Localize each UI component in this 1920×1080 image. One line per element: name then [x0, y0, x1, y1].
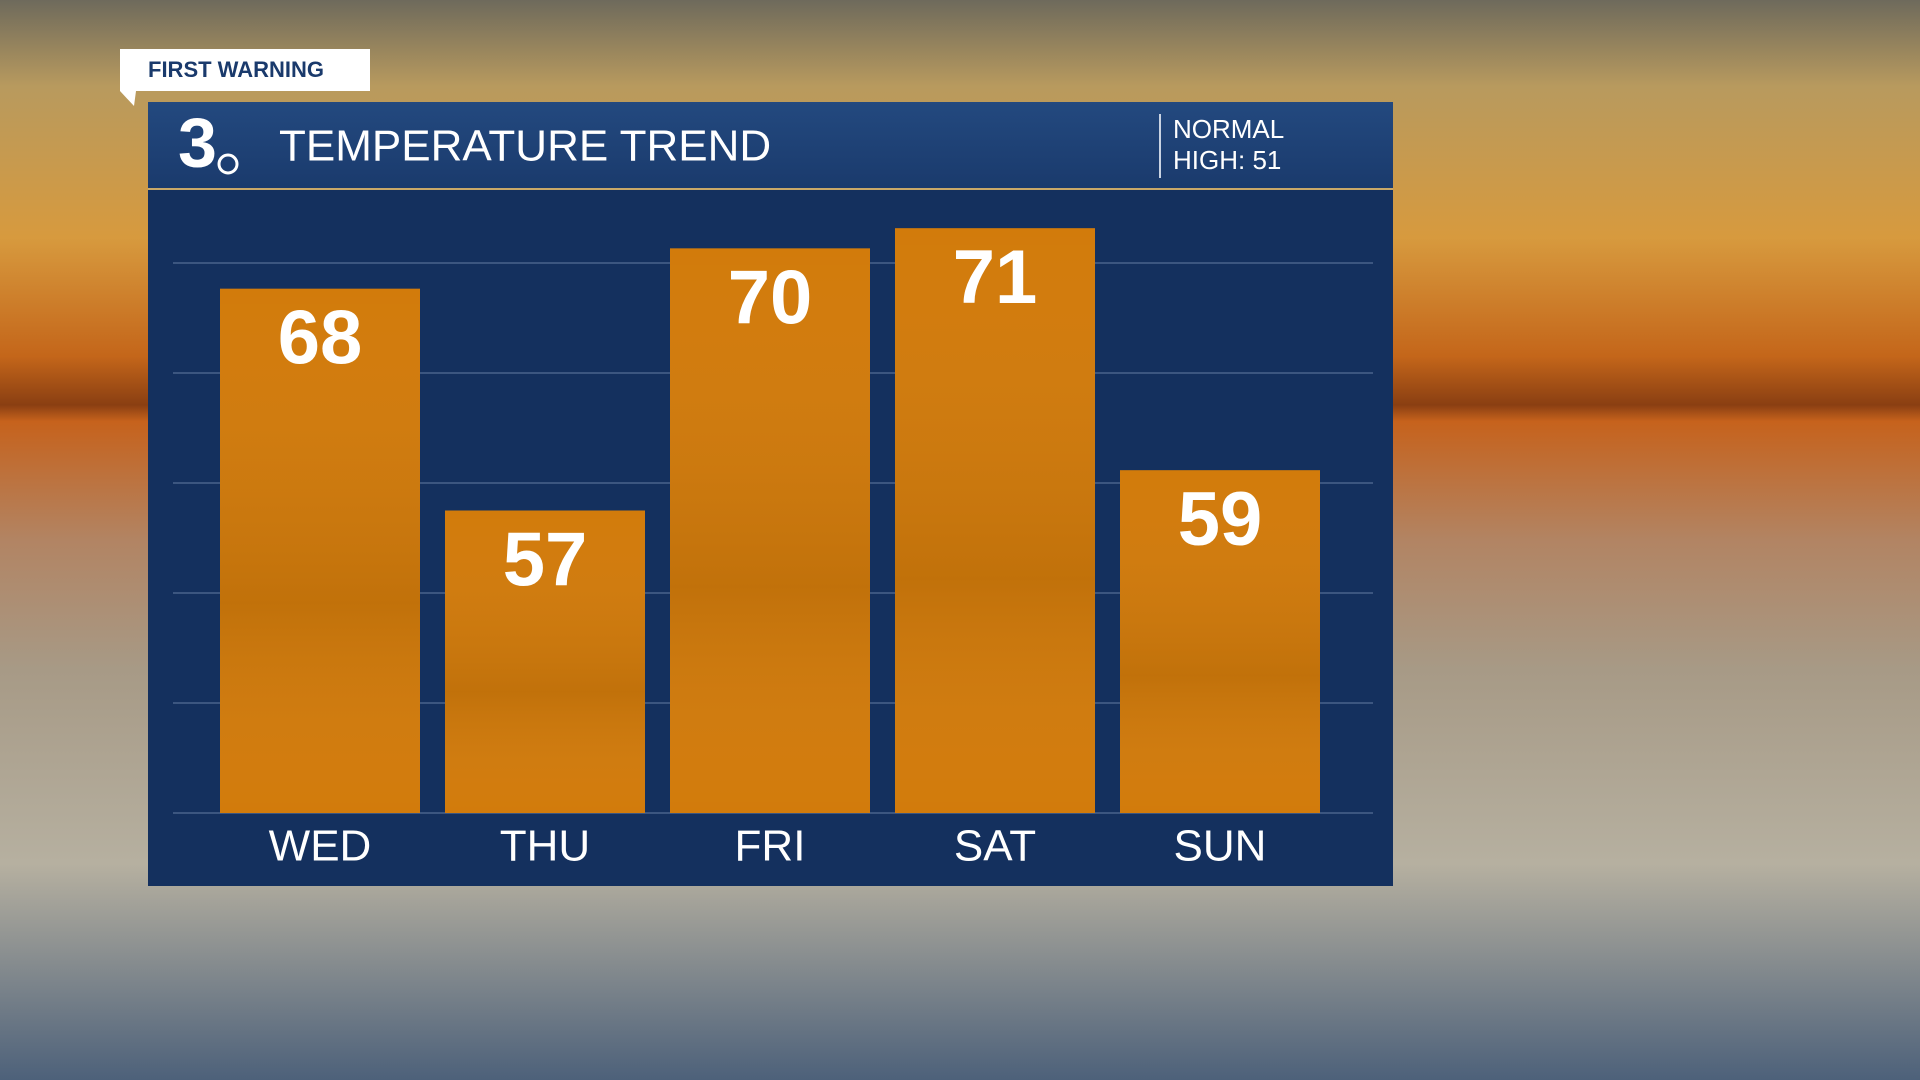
value-label: 57	[503, 518, 588, 603]
bar-shade	[445, 510, 645, 813]
x-tick-label: SAT	[954, 822, 1036, 871]
bar-shade	[670, 248, 870, 814]
x-tick-label: WED	[269, 822, 372, 871]
value-label: 59	[1178, 477, 1263, 562]
normal-value: HIGH: 51	[1173, 145, 1281, 175]
bar-shade	[220, 288, 420, 814]
header-band	[148, 102, 1393, 190]
bar-shade	[895, 228, 1095, 813]
logo-eye	[217, 153, 239, 175]
value-label: 70	[728, 255, 813, 340]
tag-text: FIRST WARNING	[148, 57, 324, 82]
tag-box	[120, 49, 370, 106]
chart-title: TEMPERATURE TREND	[279, 122, 771, 171]
bar-shade	[1120, 470, 1320, 813]
normal-label: NORMAL	[1173, 114, 1284, 144]
x-tick-label: FRI	[735, 822, 806, 871]
x-tick-label: SUN	[1174, 822, 1267, 871]
x-tick-label: THU	[500, 822, 590, 871]
value-label: 68	[278, 296, 363, 381]
logo: 3	[178, 103, 217, 181]
value-label: 71	[953, 235, 1038, 320]
